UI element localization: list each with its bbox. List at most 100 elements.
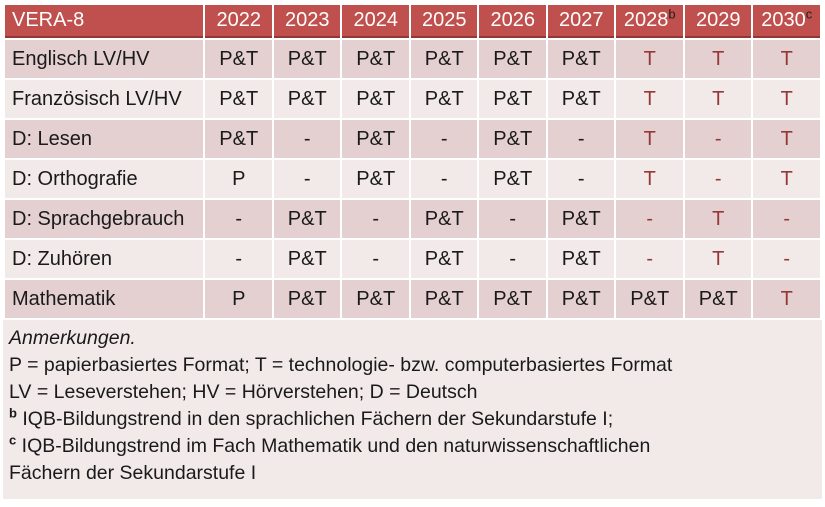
notes-heading: Anmerkungen. — [9, 327, 136, 349]
format-cell: T — [684, 80, 752, 118]
format-cell: P&T — [479, 280, 546, 318]
table-row: D: Sprachgebrauch - P&T - P&T - P&T - T - — [5, 200, 820, 238]
table-row: Französisch LV/HV P&T P&T P&T P&T P&T P&T T T T — [5, 80, 820, 118]
format-cell: T — [684, 40, 752, 78]
row-label: Französisch LV/HV — [5, 80, 204, 118]
format-cell: P&T — [273, 40, 341, 78]
header-footnote-marker-c: c — [805, 6, 813, 22]
format-cell: P&T — [205, 40, 272, 78]
format-cell: P&T — [616, 280, 683, 318]
format-cell: P&T — [273, 280, 341, 318]
note-line: LV = Leseverstehen; HV = Hörverstehen; D… — [9, 381, 478, 403]
year-header-2028: 2028b — [616, 5, 683, 38]
note-line: P = papierbasiertes Format; T = technolo… — [9, 354, 673, 376]
note-line: Fächern der Sekundarstufe I — [9, 462, 257, 484]
format-cell: - — [342, 240, 409, 278]
format-cell: T — [753, 120, 820, 158]
format-cell: P&T — [479, 160, 546, 198]
format-cell: P&T — [342, 160, 409, 198]
year-header-2027: 2027 — [547, 5, 615, 38]
format-cell: P&T — [547, 40, 615, 78]
format-cell: P&T — [547, 80, 615, 118]
format-cell: T — [753, 80, 820, 118]
format-cell: - — [753, 200, 820, 238]
table-header-row: VERA-8 2022 2023 2024 2025 2026 2027 2028b 2029… — [5, 5, 820, 38]
header-footnote-marker-b: b — [668, 6, 676, 22]
format-cell: P&T — [273, 200, 341, 238]
format-cell: - — [410, 160, 478, 198]
row-label: D: Zuhören — [5, 240, 204, 278]
format-cell: P&T — [547, 200, 615, 238]
format-cell: - — [342, 200, 409, 238]
year-header-2026: 2026 — [479, 5, 546, 38]
year-header-2024: 2024 — [342, 5, 409, 38]
year-header-2023: 2023 — [273, 5, 341, 38]
format-cell: P&T — [479, 80, 546, 118]
format-cell: - — [753, 240, 820, 278]
notes-lines: P = papierbasiertes Format; T = technolo… — [9, 352, 814, 487]
format-cell: P&T — [410, 200, 478, 238]
format-cell: T — [616, 160, 683, 198]
format-cell: T — [616, 80, 683, 118]
format-cell: - — [479, 240, 546, 278]
format-cell: - — [410, 120, 478, 158]
row-label: D: Sprachgebrauch — [5, 200, 204, 238]
format-cell: P&T — [684, 280, 752, 318]
format-cell: P — [205, 160, 272, 198]
format-cell: P&T — [479, 40, 546, 78]
format-cell: P&T — [342, 40, 409, 78]
format-cell: P&T — [342, 120, 409, 158]
note-line: c IQB-Bildungstrend im Fach Mathematik u… — [9, 432, 651, 458]
table-row: D: Zuhören - P&T - P&T - P&T - T - — [5, 240, 820, 278]
table-body: Englisch LV/HV P&T P&T P&T P&T P&T P&T T T T Franz… — [5, 40, 820, 318]
note-line: b IQB-Bildungstrend in den sprachlichen … — [9, 405, 614, 431]
format-cell: - — [616, 240, 683, 278]
format-cell: T — [616, 120, 683, 158]
format-cell: P&T — [547, 240, 615, 278]
year-header-2030: 2030c — [753, 5, 820, 38]
format-cell: - — [273, 160, 341, 198]
format-cell: - — [684, 120, 752, 158]
format-cell: T — [684, 200, 752, 238]
format-cell: P&T — [410, 40, 478, 78]
format-cell: P — [205, 280, 272, 318]
format-cell: T — [753, 280, 820, 318]
format-cell: T — [753, 40, 820, 78]
year-header-2029: 2029 — [684, 5, 752, 38]
table-row: Englisch LV/HV P&T P&T P&T P&T P&T P&T T T T — [5, 40, 820, 78]
format-cell: P&T — [547, 280, 615, 318]
format-cell: T — [753, 160, 820, 198]
table-title: VERA-8 — [5, 5, 204, 38]
format-cell: - — [479, 200, 546, 238]
format-cell: - — [684, 160, 752, 198]
format-cell: P&T — [273, 240, 341, 278]
row-label: Englisch LV/HV — [5, 40, 204, 78]
format-cell: P&T — [410, 240, 478, 278]
row-label: D: Lesen — [5, 120, 204, 158]
table-row: D: Orthografie P - P&T - P&T - T - T — [5, 160, 820, 198]
table-row: D: Lesen P&T - P&T - P&T - T - T — [5, 120, 820, 158]
format-cell: T — [684, 240, 752, 278]
format-cell: P&T — [410, 80, 478, 118]
format-cell: - — [547, 120, 615, 158]
format-cell: P&T — [479, 120, 546, 158]
row-label: Mathematik — [5, 280, 204, 318]
format-cell: - — [205, 200, 272, 238]
format-cell: - — [616, 200, 683, 238]
table-header: VERA-8 2022 2023 2024 2025 2026 2027 2028b 2029… — [5, 5, 820, 38]
vera8-table: VERA-8 2022 2023 2024 2025 2026 2027 2028b 2029… — [3, 3, 822, 320]
table-row: Mathematik P P&T P&T P&T P&T P&T P&T P&T T — [5, 280, 820, 318]
row-label: D: Orthografie — [5, 160, 204, 198]
year-header-2022: 2022 — [205, 5, 272, 38]
format-cell: P&T — [342, 280, 409, 318]
format-cell: P&T — [205, 80, 272, 118]
footnote-marker-c: c — [9, 432, 17, 448]
format-cell: P&T — [205, 120, 272, 158]
format-cell: - — [205, 240, 272, 278]
footnote-marker-b: b — [9, 405, 17, 421]
format-cell: T — [616, 40, 683, 78]
format-cell: P&T — [273, 80, 341, 118]
format-cell: - — [547, 160, 615, 198]
format-cell: - — [273, 120, 341, 158]
